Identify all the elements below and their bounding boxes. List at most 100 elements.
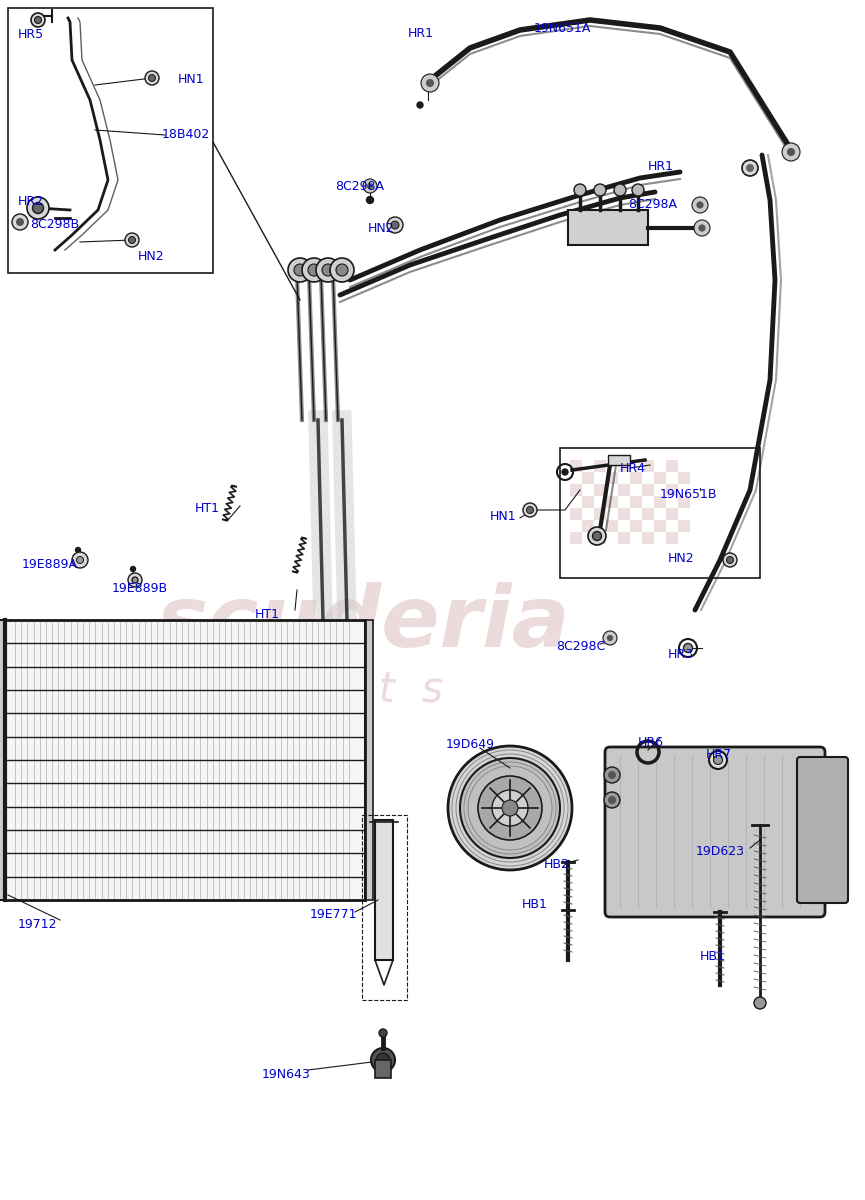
Circle shape	[33, 203, 43, 214]
Circle shape	[376, 1054, 390, 1067]
Text: 19N643: 19N643	[262, 1068, 311, 1081]
Circle shape	[387, 217, 403, 233]
Bar	[666, 508, 678, 520]
Bar	[666, 472, 678, 484]
Bar	[365, 620, 373, 900]
Bar	[642, 460, 654, 472]
Circle shape	[128, 572, 142, 587]
Circle shape	[367, 182, 373, 190]
Circle shape	[632, 184, 644, 196]
Circle shape	[692, 197, 708, 214]
Bar	[642, 520, 654, 532]
Circle shape	[294, 264, 306, 276]
Bar	[654, 460, 666, 472]
Circle shape	[76, 557, 84, 564]
Circle shape	[694, 220, 710, 236]
Bar	[560, 448, 760, 578]
Bar	[642, 472, 654, 484]
Bar	[654, 484, 666, 496]
Circle shape	[336, 264, 348, 276]
Circle shape	[421, 74, 439, 92]
Text: 19N651A: 19N651A	[534, 22, 592, 35]
Circle shape	[574, 184, 586, 196]
Circle shape	[322, 264, 334, 276]
Bar	[618, 472, 630, 484]
Bar	[570, 460, 582, 472]
Bar	[594, 520, 606, 532]
Circle shape	[604, 767, 620, 782]
Bar	[582, 472, 594, 484]
Text: HN1: HN1	[490, 510, 516, 523]
Text: 18B402: 18B402	[162, 128, 210, 140]
Text: HR7: HR7	[706, 748, 732, 761]
Text: a  r  t  s: a r t s	[283, 670, 444, 710]
Text: HR5: HR5	[18, 28, 44, 41]
Circle shape	[742, 160, 758, 176]
Circle shape	[371, 1048, 395, 1072]
Circle shape	[131, 566, 136, 571]
Bar	[582, 508, 594, 520]
Bar	[594, 484, 606, 496]
Bar	[582, 460, 594, 472]
FancyBboxPatch shape	[605, 746, 825, 917]
Circle shape	[527, 506, 534, 514]
Circle shape	[417, 102, 423, 108]
Text: 19N651B: 19N651B	[660, 488, 717, 502]
Bar	[642, 484, 654, 496]
Bar	[570, 532, 582, 544]
Bar	[570, 484, 582, 496]
Text: HB1: HB1	[700, 950, 726, 962]
Circle shape	[696, 202, 703, 209]
Bar	[642, 496, 654, 508]
Bar	[618, 460, 630, 472]
Circle shape	[12, 214, 28, 230]
Text: HN2: HN2	[368, 222, 394, 235]
Circle shape	[588, 527, 606, 545]
Text: HT1: HT1	[255, 608, 280, 622]
Bar	[630, 532, 642, 544]
Text: HN2: HN2	[138, 250, 164, 263]
FancyBboxPatch shape	[797, 757, 848, 902]
Circle shape	[363, 179, 377, 193]
Circle shape	[709, 751, 727, 769]
Bar	[594, 472, 606, 484]
Bar	[630, 520, 642, 532]
Bar	[375, 1060, 391, 1078]
Bar	[606, 484, 618, 496]
Bar	[618, 508, 630, 520]
Bar	[594, 496, 606, 508]
Bar	[678, 496, 690, 508]
Circle shape	[523, 503, 537, 517]
Circle shape	[754, 997, 766, 1009]
Bar	[570, 520, 582, 532]
Bar	[570, 496, 582, 508]
Text: HN1: HN1	[178, 73, 205, 86]
Bar	[630, 496, 642, 508]
Bar	[375, 820, 393, 960]
Circle shape	[72, 552, 88, 568]
Text: 8C298A: 8C298A	[628, 198, 677, 211]
Text: HR2: HR2	[18, 194, 44, 208]
Text: HR4: HR4	[620, 462, 646, 475]
Bar	[606, 532, 618, 544]
Bar	[642, 508, 654, 520]
Circle shape	[603, 631, 617, 646]
Bar	[654, 520, 666, 532]
Circle shape	[604, 792, 620, 808]
Bar	[570, 472, 582, 484]
Text: 19E889A: 19E889A	[22, 558, 78, 571]
Bar	[606, 472, 618, 484]
Text: 19E889B: 19E889B	[112, 582, 168, 595]
Bar	[594, 532, 606, 544]
Bar	[568, 210, 648, 245]
Circle shape	[746, 164, 754, 172]
Bar	[5, 620, 365, 900]
Bar	[618, 496, 630, 508]
Circle shape	[379, 1028, 387, 1037]
Circle shape	[594, 184, 606, 196]
Text: HR1: HR1	[408, 26, 434, 40]
Text: 19712: 19712	[18, 918, 57, 931]
Bar	[0, 620, 5, 900]
Circle shape	[593, 532, 601, 540]
Bar	[654, 496, 666, 508]
